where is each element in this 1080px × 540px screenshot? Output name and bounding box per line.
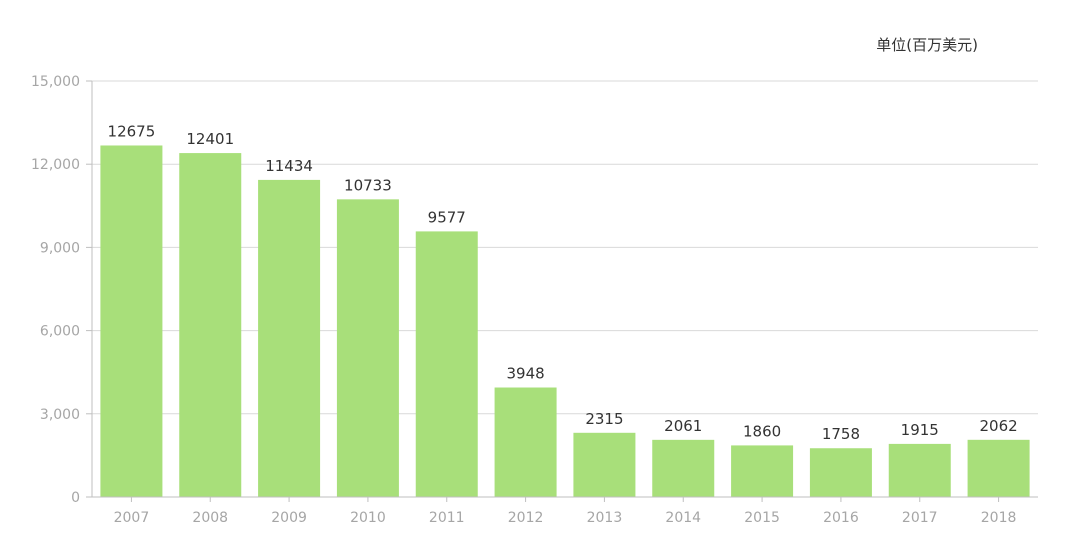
bar	[967, 439, 1030, 497]
bar	[336, 199, 399, 497]
x-tick-label: 2009	[271, 510, 307, 526]
x-tick-label: 2008	[192, 510, 228, 526]
bar	[494, 387, 557, 497]
x-tick-label: 2015	[744, 510, 780, 526]
x-tick-label: 2010	[350, 510, 386, 526]
y-tick-label: 0	[71, 490, 80, 506]
y-tick-label: 15,000	[31, 74, 80, 90]
x-tick-label: 2007	[114, 510, 150, 526]
x-tick-label: 2018	[981, 510, 1017, 526]
data-label: 2061	[664, 417, 702, 435]
x-tick-label: 2012	[508, 510, 544, 526]
data-label: 2315	[585, 410, 623, 428]
data-label: 9577	[428, 208, 466, 226]
bar	[573, 432, 636, 497]
data-label: 2062	[979, 417, 1017, 435]
x-tick-label: 2016	[823, 510, 859, 526]
bar	[415, 231, 478, 497]
x-tick-label: 2013	[587, 510, 623, 526]
unit-label: 单位(百万美元)	[876, 36, 978, 54]
bar	[888, 443, 951, 497]
y-tick-label: 6,000	[40, 324, 80, 340]
y-tick-label: 12,000	[31, 157, 80, 173]
bar	[809, 448, 872, 497]
x-tick-label: 2011	[429, 510, 465, 526]
data-label: 12675	[108, 122, 156, 140]
data-label: 1860	[743, 422, 781, 440]
data-label: 11434	[265, 157, 313, 175]
data-label: 1915	[901, 421, 939, 439]
bar	[731, 445, 794, 497]
x-tick-label: 2017	[902, 510, 938, 526]
bar	[652, 439, 715, 497]
data-label: 10733	[344, 176, 392, 194]
y-tick-label: 9,000	[40, 240, 80, 256]
x-tick-label: 2014	[665, 510, 701, 526]
data-label: 1758	[822, 425, 860, 443]
y-tick-label: 3,000	[40, 407, 80, 423]
data-label: 3948	[506, 365, 544, 383]
bar	[100, 145, 163, 498]
bar	[258, 179, 321, 497]
bar	[179, 153, 242, 498]
data-label: 12401	[186, 130, 234, 148]
